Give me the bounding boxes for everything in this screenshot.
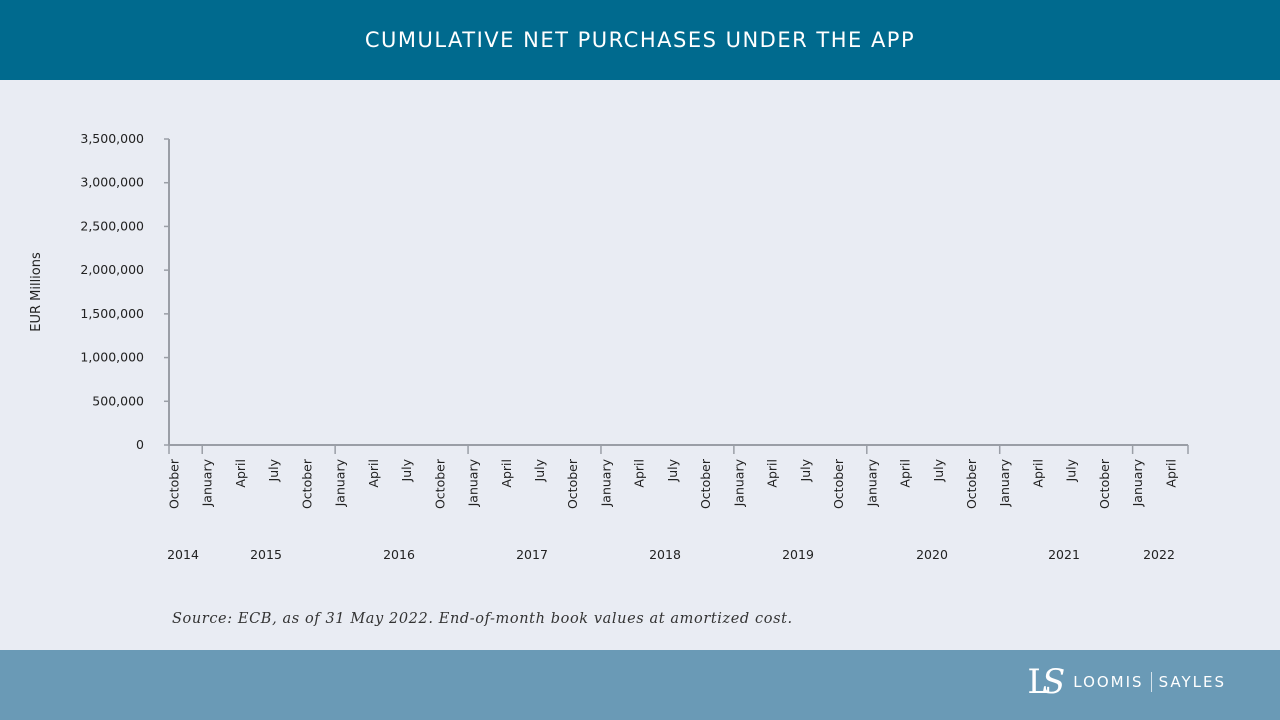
x-month-label: January xyxy=(466,458,481,507)
x-month-label: October xyxy=(831,458,846,509)
x-month-label: January xyxy=(731,458,746,507)
source-note: Source: ECB, as of 31 May 2022. End-of-m… xyxy=(172,611,793,627)
y-tick-label: 500,000 xyxy=(92,393,144,408)
y-tick-label: 2,000,000 xyxy=(80,262,144,277)
x-month-label: October xyxy=(1097,458,1112,509)
x-month-label: April xyxy=(1163,459,1178,488)
logo-word-left: LOOMIS xyxy=(1073,673,1144,691)
footer-bar: LS LOOMIS SAYLES xyxy=(0,650,1280,720)
x-month-label: July xyxy=(266,458,281,482)
x-month-label: January xyxy=(864,458,879,507)
x-month-label: October xyxy=(698,458,713,509)
logo-word-right: SAYLES xyxy=(1158,673,1226,691)
y-tick-label: 3,500,000 xyxy=(80,131,144,146)
x-year-label: 2014 xyxy=(167,547,199,562)
y-axis-title: EUR Millions xyxy=(29,252,44,332)
logo-monogram: LS xyxy=(1027,662,1065,702)
x-month-label: January xyxy=(333,458,348,507)
x-month-label: July xyxy=(798,458,813,482)
x-month-label: October xyxy=(565,458,580,509)
x-month-label: July xyxy=(931,458,946,482)
x-year-label: 2019 xyxy=(782,547,814,562)
x-month-label: April xyxy=(366,459,381,488)
x-month-label: April xyxy=(499,459,514,488)
logo-divider xyxy=(1150,672,1152,692)
x-month-label: July xyxy=(399,458,414,482)
y-tick-label: 3,000,000 xyxy=(80,175,144,190)
y-tick-label: 1,500,000 xyxy=(80,306,144,321)
x-month-label: April xyxy=(1030,459,1045,488)
x-month-label: July xyxy=(1064,458,1079,482)
x-month-label: July xyxy=(665,458,680,482)
x-month-label: July xyxy=(532,458,547,482)
x-month-label: April xyxy=(765,459,780,488)
chart-title: CUMULATIVE NET PURCHASES UNDER THE APP xyxy=(364,28,916,52)
x-year-label: 2022 xyxy=(1143,547,1175,562)
x-month-label: October xyxy=(432,458,447,509)
x-year-label: 2018 xyxy=(649,547,681,562)
chart: 0 500,000 1,000,000 1,500,000 2,000,000 2,500… xyxy=(29,131,1189,562)
x-month-label: April xyxy=(632,459,647,488)
y-tick-label: 1,000,000 xyxy=(80,350,144,365)
y-tick-label: 0 xyxy=(136,437,144,452)
x-year-label: 2015 xyxy=(250,547,282,562)
y-tick-label: 2,500,000 xyxy=(80,218,144,233)
x-year-label: 2020 xyxy=(916,547,948,562)
loomis-sayles-logo: LS LOOMIS SAYLES xyxy=(1027,662,1226,702)
x-year-label: 2016 xyxy=(383,547,415,562)
x-year-label: 2017 xyxy=(516,547,548,562)
x-month-label: April xyxy=(233,459,248,488)
x-month-label: April xyxy=(898,459,913,488)
x-month-label: October xyxy=(167,458,182,509)
x-month-label: January xyxy=(1130,458,1145,507)
header-bar: CUMULATIVE NET PURCHASES UNDER THE APP xyxy=(0,0,1280,80)
x-month-label: January xyxy=(997,458,1012,507)
x-month-label: October xyxy=(299,458,314,509)
x-month-label: October xyxy=(964,458,979,509)
x-year-label: 2021 xyxy=(1048,547,1080,562)
x-month-label: January xyxy=(598,458,613,507)
x-month-label: January xyxy=(200,458,215,507)
